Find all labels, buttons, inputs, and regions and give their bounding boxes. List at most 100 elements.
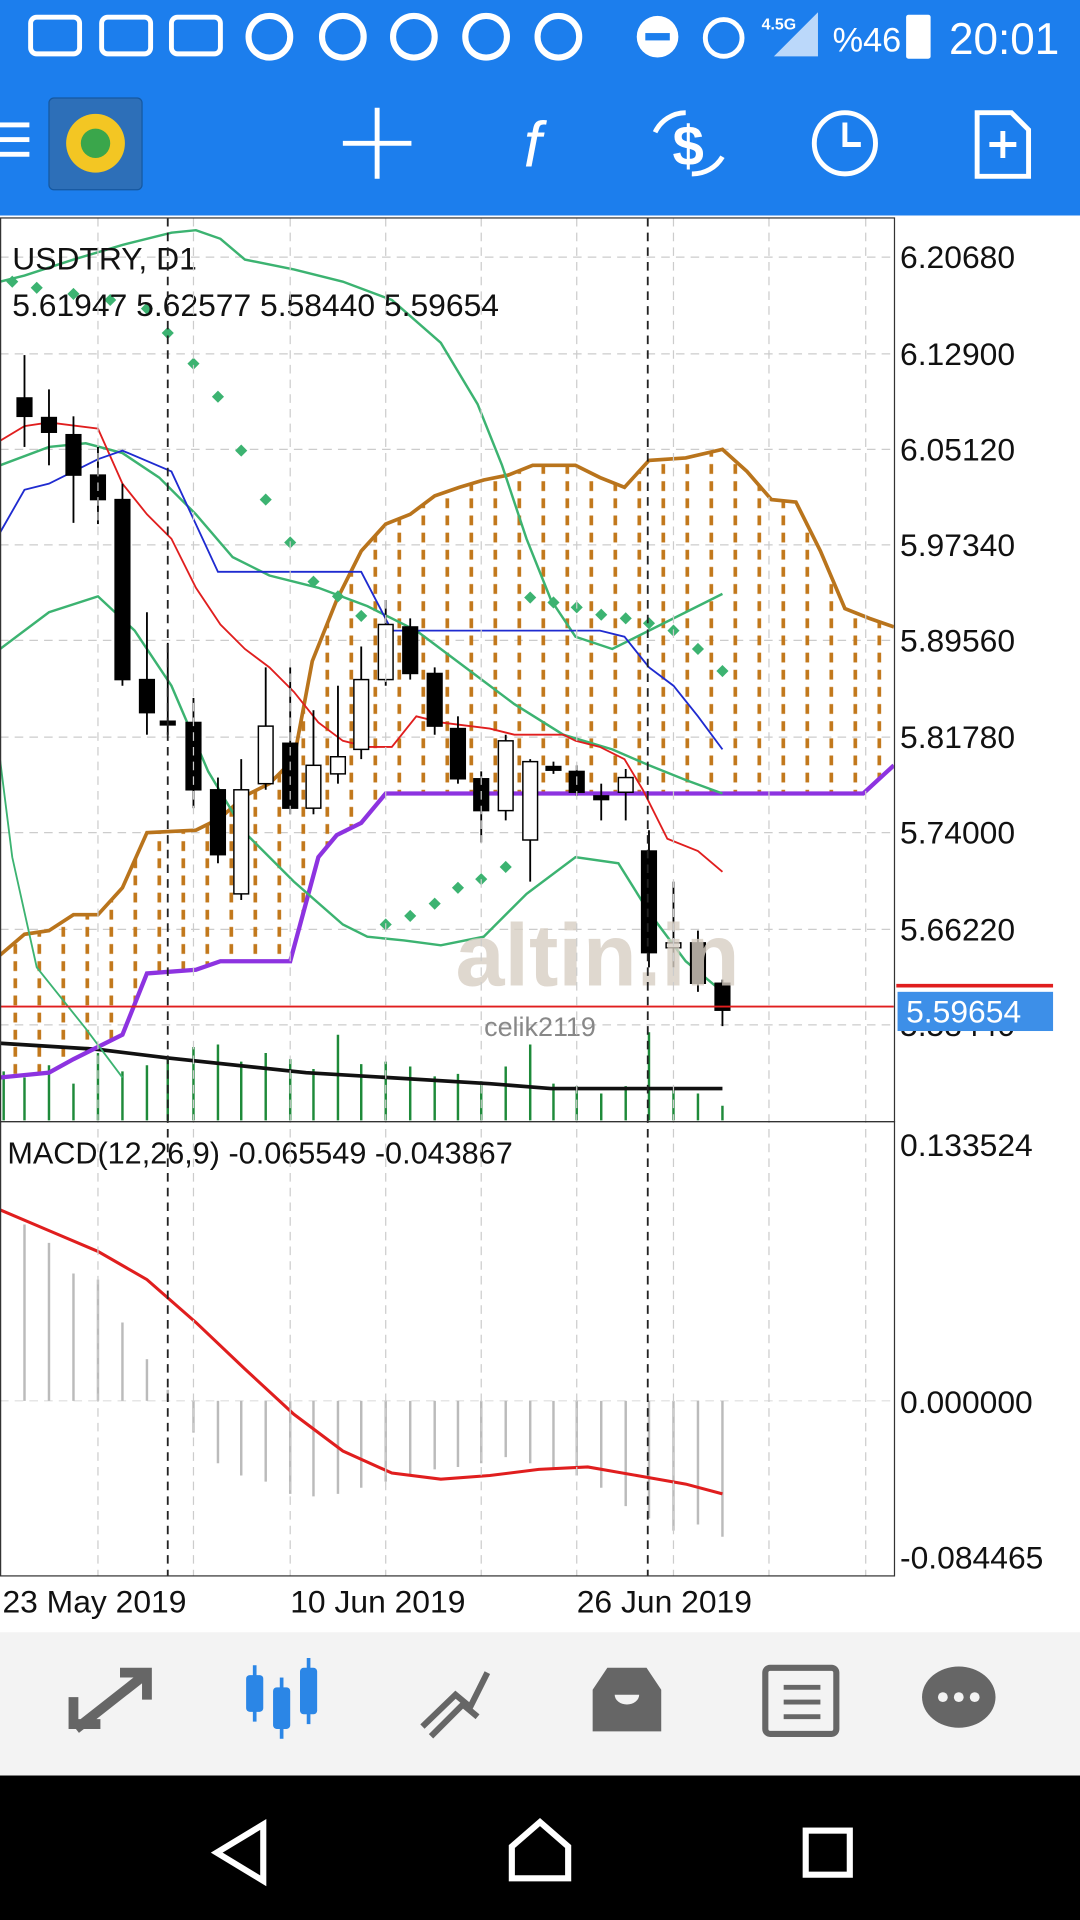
sar-dot [259, 493, 272, 506]
dnd-bar [645, 33, 670, 41]
chat-dot [969, 1692, 980, 1703]
price-label: 5.66220 [900, 911, 1015, 947]
price-label: 5.81780 [900, 719, 1015, 755]
notification-icon [99, 14, 154, 57]
notification-icon [245, 12, 294, 61]
battery-text: %46 [833, 21, 902, 59]
symbol: USDTRY, D1 [12, 240, 197, 276]
toolbar: f $ [0, 97, 1032, 191]
macd-signal [0, 1208, 723, 1496]
notification-icon [318, 12, 367, 61]
candle-body [449, 727, 467, 780]
senkou-b [0, 763, 894, 1080]
chart-labels: USDTRY, D1 5.61947 5.62577 5.58440 5.596… [7, 240, 739, 1170]
ohlc: 5.61947 5.62577 5.58440 5.59654 [12, 287, 499, 323]
candle-body [329, 756, 347, 775]
sar-dot [716, 664, 729, 678]
candle-body [233, 789, 250, 895]
system-nav [0, 1775, 1080, 1920]
candle-body [593, 795, 610, 801]
news-lines [783, 1684, 821, 1720]
sar-dot [524, 591, 537, 604]
sar-dot [499, 860, 512, 873]
price-label: 6.12900 [900, 336, 1015, 372]
period-hand [842, 122, 861, 147]
sar-dot [211, 390, 225, 403]
candle-body [617, 776, 634, 793]
chart-tab[interactable] [300, 1667, 318, 1715]
menu-icon[interactable] [0, 122, 30, 128]
trade-tab[interactable] [420, 1671, 491, 1739]
candle-body [353, 678, 370, 751]
history-tab[interactable] [592, 1667, 662, 1732]
chart-tab[interactable] [273, 1687, 291, 1729]
app-logo-mark [80, 128, 111, 158]
cloud-fill [0, 449, 894, 1078]
template-button[interactable] [974, 110, 1032, 179]
network: 4.5G [762, 16, 796, 33]
candle-body [426, 672, 443, 727]
menu-icon[interactable] [0, 151, 30, 157]
candle-body [114, 498, 131, 681]
news-tab[interactable] [762, 1664, 840, 1737]
recents-button[interactable] [802, 1827, 853, 1878]
chart-tab[interactable] [246, 1675, 264, 1712]
sar-dot [307, 575, 320, 588]
sar-dot [331, 590, 345, 603]
senkou-a [0, 447, 894, 957]
sar-dot [235, 444, 248, 457]
candle-body [497, 740, 514, 812]
sar-dot [428, 897, 441, 910]
alarm-icon [702, 17, 745, 59]
home-button[interactable] [508, 1817, 572, 1882]
quotes-tab[interactable] [68, 1667, 152, 1733]
chat-dot [953, 1692, 964, 1703]
menu-icon[interactable] [0, 137, 30, 143]
sar-dot [187, 357, 200, 370]
trade-button[interactable]: $ [672, 114, 703, 177]
date-label: 26 Jun 2019 [577, 1584, 752, 1620]
candle-body [40, 416, 58, 433]
candle-body [65, 433, 82, 476]
current-price: 5.59654 [906, 993, 1021, 1029]
candle-body [522, 760, 539, 841]
credit: celik2119 [484, 1012, 596, 1042]
bottom-nav [0, 1632, 1080, 1776]
sar-dot [104, 293, 117, 307]
current-price-box [897, 991, 1054, 1032]
notification-icon [534, 12, 583, 61]
bottom-navigation [68, 1657, 996, 1739]
price-label: 5.74000 [900, 815, 1015, 851]
band-lower [0, 594, 724, 993]
candle-body [545, 765, 562, 771]
candle-body [640, 850, 658, 954]
price-label: 5.89560 [900, 622, 1015, 658]
watermark: altin.in [456, 906, 740, 1005]
candle-body [257, 725, 274, 785]
sar-dot [547, 596, 560, 609]
status-bar: 4.5G %46 20:01 [28, 12, 1059, 64]
period-button[interactable] [811, 110, 878, 177]
candle-body [714, 982, 731, 1011]
notification-icon [462, 12, 510, 61]
notification-icon [390, 12, 438, 61]
price-label: 6.20680 [900, 239, 1015, 275]
notification-icon [28, 14, 83, 57]
candle-body [209, 789, 227, 856]
macd-scale-label: 0.000000 [900, 1384, 1033, 1420]
date-label: 23 May 2019 [2, 1584, 186, 1620]
notification-icon [168, 14, 223, 57]
system-navigation [210, 1817, 853, 1887]
macd-label: MACD(12,26,9) -0.065549 -0.043867 [7, 1136, 512, 1170]
crosshair-button[interactable] [342, 107, 412, 179]
candle-body [305, 764, 322, 809]
signal-icon [773, 12, 818, 57]
price-label: 5.97340 [900, 527, 1015, 563]
trade-arrows [652, 110, 725, 177]
candle-body [689, 942, 707, 984]
chat-dot [937, 1692, 948, 1703]
back-button[interactable] [210, 1819, 267, 1887]
macd-scale-label: 0.133524 [900, 1127, 1033, 1163]
band-upper [0, 228, 723, 651]
